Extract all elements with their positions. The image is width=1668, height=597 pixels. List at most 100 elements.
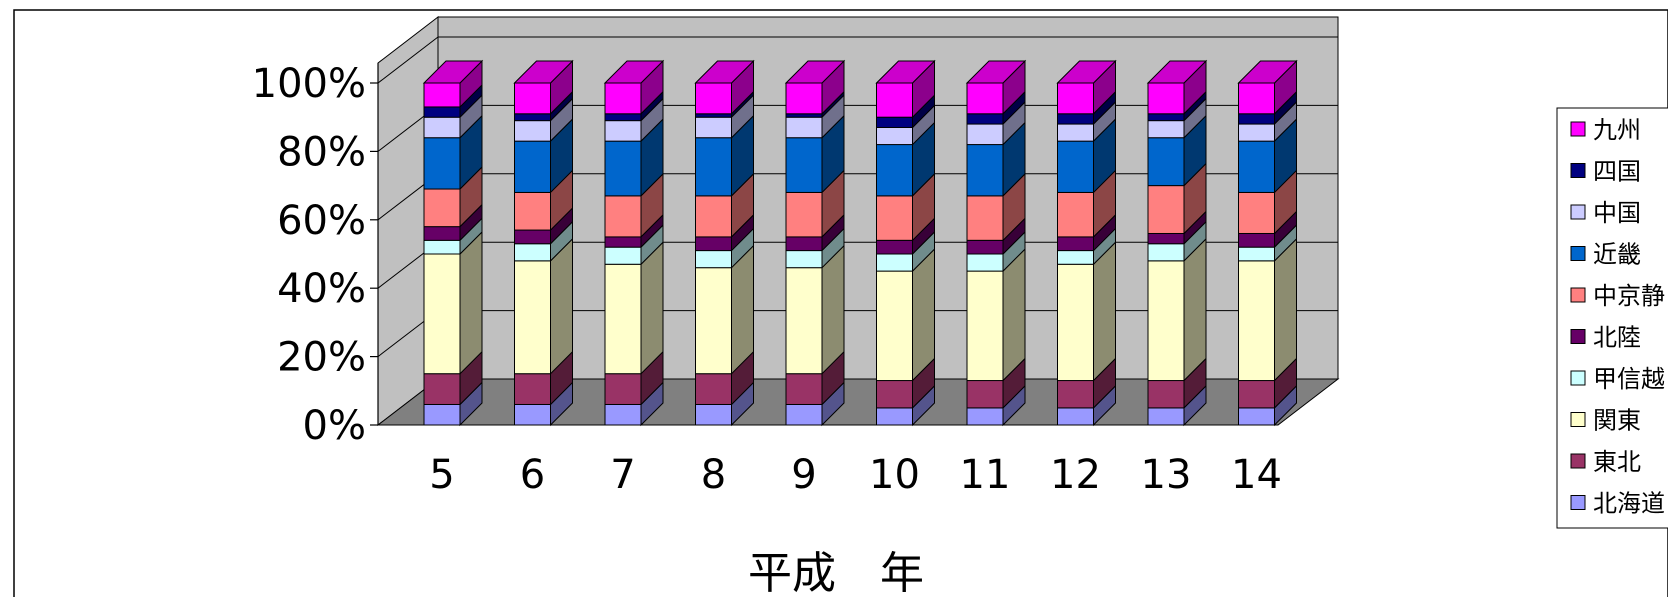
- bar-segment: [966, 82, 1004, 115]
- bar-segment-top: [965, 60, 1027, 84]
- bar-segment: [514, 229, 551, 245]
- bar-segment: [695, 137, 732, 197]
- bar-segment: [785, 116, 823, 139]
- x-tick-label: 5: [429, 452, 454, 498]
- y-tick-label: 40%: [277, 266, 366, 312]
- bar-segment: [1238, 113, 1275, 125]
- bar-segment: [785, 113, 823, 118]
- bar-segment-top: [875, 60, 936, 84]
- bar-segment: [1238, 123, 1275, 142]
- legend-swatch: [1570, 287, 1586, 303]
- bar-segment: [966, 380, 1004, 409]
- y-tick-label: 0%: [303, 403, 366, 449]
- legend-entry: 東北: [1593, 448, 1641, 476]
- bar-segment: [966, 113, 1004, 125]
- bar-segment: [1238, 82, 1275, 115]
- legend-entry: 関東: [1593, 407, 1641, 435]
- x-tick-label: 11: [960, 452, 1011, 498]
- bar-segment: [1147, 82, 1185, 115]
- bar-segment: [966, 123, 1004, 146]
- bar-segment: [876, 270, 913, 382]
- bar-segment: [514, 120, 551, 142]
- bar-segment: [785, 250, 823, 269]
- bar-segment-top: [1237, 60, 1298, 84]
- bar-segment: [695, 116, 732, 139]
- bar-segment: [514, 140, 551, 193]
- bar-segment: [876, 144, 913, 197]
- bar-segment: [876, 82, 913, 118]
- bar-segment-top: [603, 60, 665, 84]
- bar-segment-top: [784, 60, 846, 84]
- bar-segment: [604, 140, 642, 197]
- bar-segment: [1057, 191, 1094, 238]
- bar-segment: [604, 403, 642, 426]
- bar-segment-side: [1093, 241, 1116, 382]
- legend-swatch: [1570, 453, 1586, 469]
- x-tick-label: 8: [701, 452, 726, 498]
- bar-segment: [1147, 380, 1185, 409]
- bar-segment: [695, 267, 732, 375]
- bar-segment-side: [459, 230, 483, 375]
- bar-segment: [785, 403, 823, 426]
- bar-segment: [876, 116, 913, 128]
- bar-segment: [876, 253, 913, 272]
- bar-segment: [604, 195, 642, 238]
- legend-entry: 北海道: [1593, 490, 1665, 518]
- bar-segment: [1238, 232, 1275, 248]
- bar-segment: [785, 236, 823, 252]
- bar-segment: [1147, 185, 1185, 234]
- bar-segment: [695, 236, 732, 252]
- bar-segment: [604, 246, 642, 265]
- bar-segment: [1147, 137, 1185, 187]
- x-tick-label: 14: [1231, 452, 1282, 498]
- legend-entry: 四国: [1593, 158, 1641, 186]
- bar-segment: [695, 82, 732, 115]
- legend-swatch: [1570, 121, 1586, 137]
- bar-segment: [785, 373, 823, 405]
- bar-segment: [423, 116, 461, 139]
- bar-segment-side: [1183, 237, 1207, 382]
- legend-swatch: [1570, 329, 1586, 344]
- legend-swatch: [1570, 204, 1586, 220]
- bar-segment: [1057, 407, 1094, 426]
- legend-swatch: [1570, 495, 1586, 510]
- bar-segment: [966, 407, 1004, 426]
- x-axis-title: 平成 年: [748, 548, 924, 597]
- x-tick-label: 9: [791, 452, 816, 498]
- bar-segment: [966, 270, 1004, 382]
- legend-entry: 中国: [1593, 199, 1641, 227]
- bar-segment-top: [513, 60, 574, 84]
- y-tick-label: 80%: [277, 129, 366, 175]
- bar-segment: [514, 403, 551, 426]
- legend-entry: 中京静: [1593, 282, 1665, 310]
- bar-segment: [1147, 260, 1185, 382]
- bar-segment: [695, 403, 732, 426]
- y-tick-label: 100%: [252, 61, 366, 107]
- x-tick-label: 13: [1141, 452, 1192, 498]
- bar-segment: [423, 82, 461, 108]
- bar-segment-top: [1146, 60, 1208, 84]
- bar-segment: [604, 113, 642, 122]
- chart-border: [13, 9, 1668, 597]
- bar-segment: [876, 195, 913, 241]
- legend-swatch: [1570, 163, 1586, 178]
- bar-segment: [423, 188, 461, 228]
- bar-segment-top: [422, 60, 484, 84]
- bar-segment: [1057, 380, 1094, 409]
- bar-segment: [423, 403, 461, 426]
- bar-segment: [1238, 246, 1275, 262]
- y-tick-label: 60%: [277, 198, 366, 244]
- bar-segment: [514, 191, 551, 231]
- bar-segment: [1238, 140, 1275, 193]
- bar-segment-side: [1002, 247, 1026, 382]
- bar-segment: [1238, 191, 1275, 234]
- bar-segment: [695, 373, 732, 405]
- bar-segment: [876, 407, 913, 426]
- bar-segment: [1238, 380, 1275, 409]
- x-tick-label: 6: [520, 452, 545, 498]
- bar-segment: [604, 236, 642, 248]
- bar-segment: [966, 253, 1004, 272]
- bar-segment: [966, 144, 1004, 197]
